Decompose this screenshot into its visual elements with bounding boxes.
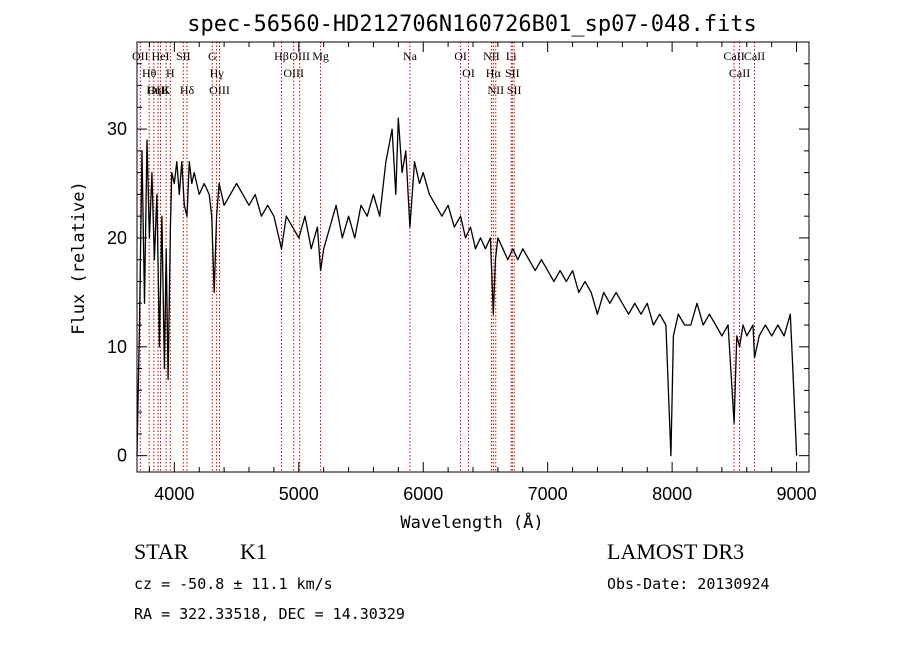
y-tick-label-2: 20 [107, 228, 127, 248]
line-marker-label-25: CaII [723, 49, 744, 63]
chart-title: spec-56560-HD212706N160726B01_sp07-048.f… [187, 12, 757, 37]
flux-series [136, 117, 798, 457]
line-marker-label-1: Hθ [142, 66, 157, 80]
y-tick-label-1: 10 [107, 337, 127, 357]
survey-name: LAMOST DR3 [607, 539, 744, 564]
line-marker-label-10: Hγ [210, 66, 225, 80]
observation-date: Obs-Date: 20130924 [607, 575, 770, 593]
object-class: STAR [134, 539, 189, 564]
redshift-velocity: cz = -50.8 ± 11.1 km/s [134, 575, 333, 593]
line-marker-label-9: G [208, 49, 217, 63]
line-marker-label-11: OIII [209, 83, 230, 97]
line-marker-label-3: HeI [152, 49, 170, 63]
line-marker-label-16: Na [403, 49, 418, 63]
x-tick-label-3: 7000 [528, 484, 568, 504]
x-tick-label-2: 6000 [403, 484, 443, 504]
x-tick-label-5: 9000 [777, 484, 817, 504]
line-marker-label-0: OII [132, 49, 149, 63]
line-markers [139, 42, 755, 472]
plot-frame [136, 41, 810, 473]
line-marker-label-4: Hη [146, 83, 161, 97]
y-tick-label-3: 30 [107, 119, 127, 139]
x-axis-ticks: 4000 5000 6000 7000 8000 9000 [148, 42, 817, 504]
x-tick-label-0: 4000 [154, 484, 194, 504]
line-marker-label-27: CaII [744, 49, 765, 63]
ra-dec-coordinates: RA = 322.33518, DEC = 14.30329 [134, 605, 405, 623]
line-marker-label-12: Hβ [274, 49, 289, 63]
y-axis-ticks: 0 10 20 30 [107, 41, 809, 466]
line-marker-label-15: Mg [312, 49, 329, 63]
y-tick-label-0: 0 [117, 446, 127, 466]
line-marker-label-26: CaII [729, 66, 750, 80]
line-marker-label-22: Li [506, 49, 517, 63]
object-subclass: K1 [240, 539, 267, 564]
line-marker-label-14: OIII [289, 49, 310, 63]
x-axis-label: Wavelength (Å) [400, 511, 543, 533]
line-marker-label-2: OIII [148, 83, 169, 97]
line-marker-label-5: K [162, 83, 171, 97]
line-marker-label-21: NII [487, 83, 504, 97]
x-tick-label-4: 8000 [652, 484, 692, 504]
line-marker-label-20: Hα [486, 66, 502, 80]
line-marker-label-8: Hδ [180, 83, 195, 97]
line-marker-label-6: H [166, 66, 175, 80]
line-marker-label-19: NII [483, 49, 500, 63]
y-axis-label: Flux (relative) [69, 181, 89, 335]
line-marker-label-17: OI [454, 49, 467, 63]
line-marker-label-7: SII [176, 49, 191, 63]
line-marker-label-13: OIII [283, 66, 304, 80]
line-marker-label-23: SII [505, 66, 520, 80]
series-line-0 [136, 117, 798, 457]
x-tick-label-1: 5000 [279, 484, 319, 504]
line-marker-label-18: OI [462, 66, 475, 80]
line-marker-label-24: SII [507, 83, 522, 97]
